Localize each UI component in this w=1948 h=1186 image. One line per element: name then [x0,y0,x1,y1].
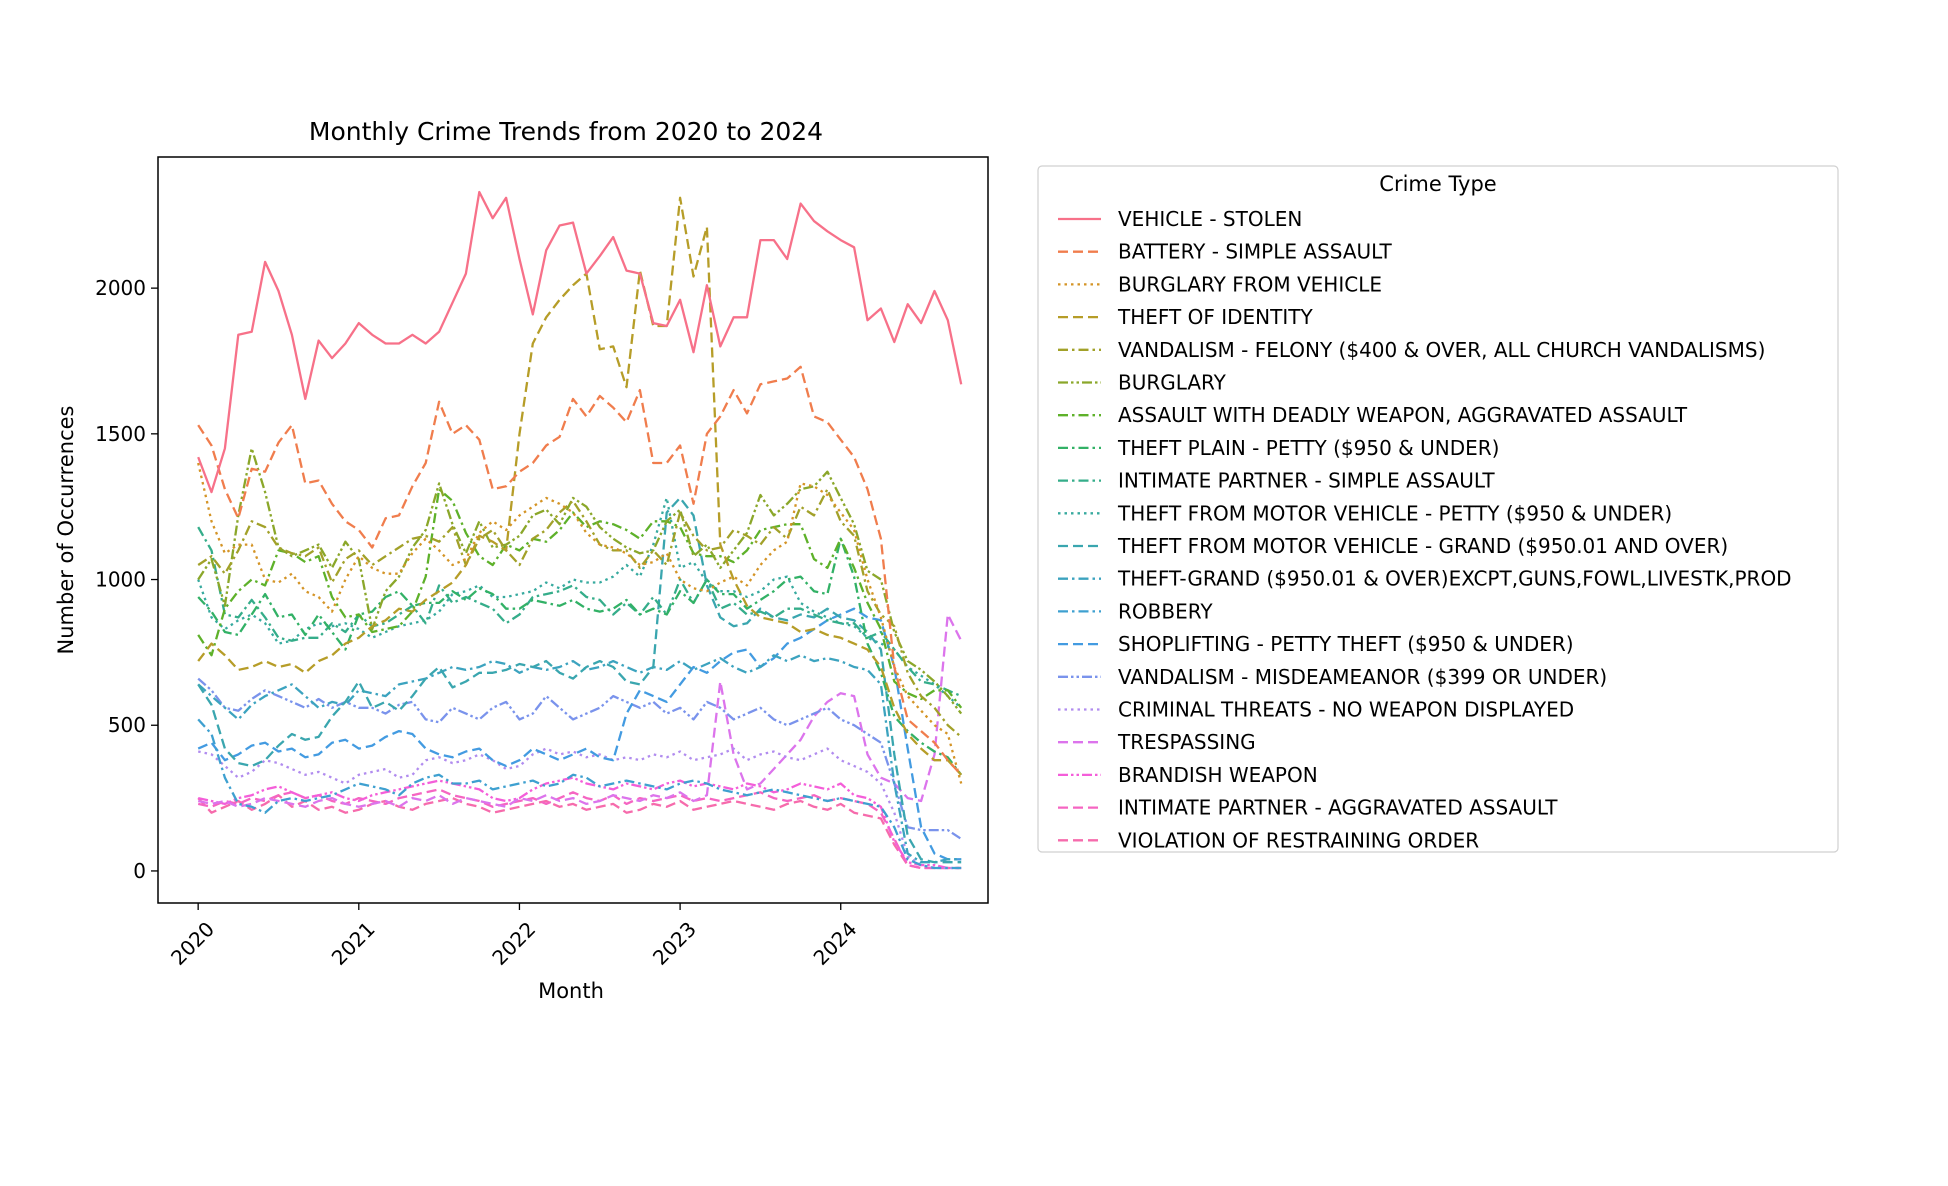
series-line [197,776,962,870]
series-line [197,526,962,698]
x-axis-label: Month [538,979,604,1003]
legend-label: VANDALISM - FELONY ($400 & OVER, ALL CHU… [1118,338,1765,362]
series-line [197,496,962,864]
series-line [197,654,962,864]
legend-label: VIOLATION OF RESTRAINING ORDER [1118,828,1479,852]
series-line [197,190,963,494]
series-line [197,447,963,715]
series-line [197,788,962,870]
series-line [197,607,962,861]
legend-label: BATTERY - SIMPLE ASSAULT [1118,240,1393,264]
series-line [197,613,963,808]
y-tick-label: 1000 [95,568,146,592]
y-tick-label: 500 [108,713,146,737]
y-axis-label: Number of Occurrences [54,406,78,655]
series-line [197,537,963,776]
plot-frame [157,156,989,904]
series-line [197,365,963,776]
legend-items: VEHICLE - STOLEN BATTERY - SIMPLE ASSAULT… [1058,207,1792,852]
y-tick-label: 1500 [95,422,146,446]
legend-label: VANDALISM - MISDEAMEANOR ($399 OR UNDER) [1118,665,1607,689]
series-line [197,794,962,870]
legend-label: SHOPLIFTING - PETTY THEFT ($950 & UNDER) [1118,632,1574,656]
series-line [197,196,963,776]
legend-label: INTIMATE PARTNER - AGGRAVATED ASSAULT [1118,796,1558,820]
legend-label: BRANDISH WEAPON [1118,763,1318,787]
legend-label: THEFT FROM MOTOR VEHICLE - GRAND ($950.0… [1117,534,1728,558]
series-line [197,488,963,709]
plot-area [197,190,963,870]
legend-label: BURGLARY FROM VEHICLE [1118,272,1382,296]
legend-label: CRIMINAL THREATS - NO WEAPON DISPLAYED [1118,698,1574,722]
series-line [197,747,962,870]
legend-label: VEHICLE - STOLEN [1118,207,1302,231]
legend-label: ROBBERY [1118,599,1213,623]
legend-label: TRESPASSING [1117,730,1256,754]
legend-label: THEFT-GRAND ($950.01 & OVER)EXCPT,GUNS,F… [1117,567,1792,591]
series-line [197,718,962,870]
legend-label: THEFT FROM MOTOR VEHICLE - PETTY ($950 &… [1117,501,1672,525]
series-line [197,677,962,840]
y-tick-label: 0 [133,859,146,883]
legend-label: THEFT OF IDENTITY [1117,305,1313,329]
y-axis: 0 500 1000 1500 2000 [95,276,158,883]
legend-title: Crime Type [1379,172,1496,196]
y-tick-label: 2000 [95,276,146,300]
legend: Crime Type VEHICLE - STOLEN BATTERY - SIM… [1037,165,1839,853]
legend-label: BURGLARY [1118,371,1227,395]
legend-label: ASSAULT WITH DEADLY WEAPON, AGGRAVATED A… [1118,403,1688,427]
legend-frame [1037,165,1839,853]
legend-label: INTIMATE PARTNER - SIMPLE ASSAULT [1118,469,1495,493]
legend-label: THEFT PLAIN - PETTY ($950 & UNDER) [1117,436,1499,460]
chart-title: Monthly Crime Trends from 2020 to 2024 [309,117,823,146]
